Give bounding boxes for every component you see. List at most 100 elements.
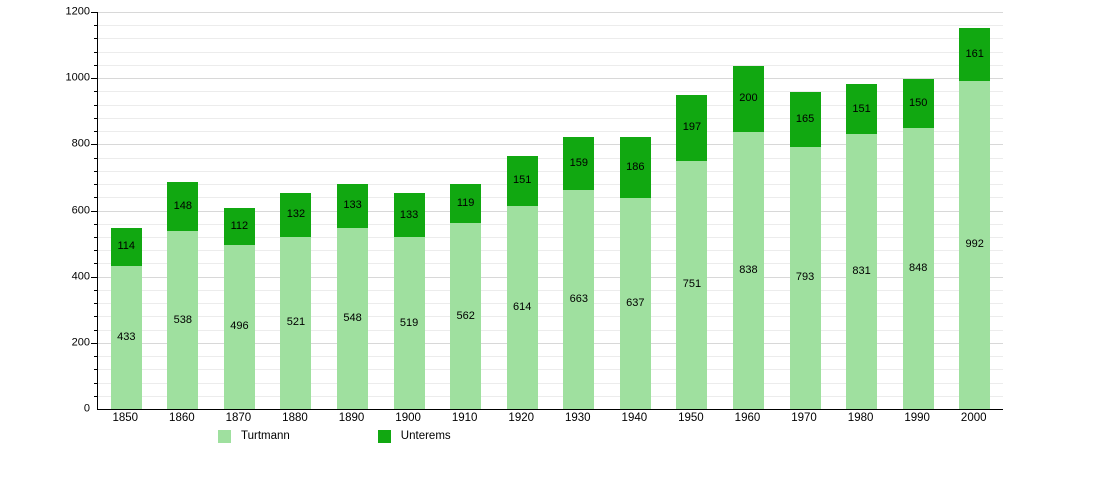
x-axis-label: 1880 [282,412,308,424]
y-axis-label: 400 [71,270,90,283]
value-label: 521 [286,316,306,329]
stacked-bar-2000: 161 992 [959,27,991,409]
value-label: 165 [795,112,815,125]
bar-slot: 186 637 [607,12,664,409]
legend-item-turtmann: Turtmann [218,430,290,443]
value-label: 637 [626,297,645,310]
value-label: 663 [569,292,588,305]
y-axis-tick [94,38,97,40]
value-label: 112 [230,219,249,232]
legend-label: Unterems [400,429,451,442]
y-axis-tick [94,51,97,53]
segment-unterems: 161 [959,27,991,81]
bar-slot: 150 848 [890,12,947,409]
segment-unterems: 151 [506,155,538,206]
segment-unterems: 132 [280,192,312,237]
value-label: 751 [682,278,702,291]
value-label: 151 [852,102,871,115]
x-axis-label: 1910 [451,412,478,424]
bar-slot: 112 496 [211,12,268,409]
stacked-bar-1990: 150 848 [902,78,934,409]
segment-unterems: 133 [337,183,369,228]
y-axis-tick [94,25,97,27]
value-label: 133 [343,199,362,212]
y-axis-label: 1000 [65,71,90,84]
y-axis-tick [94,157,97,159]
segment-turtmann: 992 [959,80,991,409]
bar-slot: 151 831 [833,12,890,409]
segment-unterems: 165 [789,92,821,147]
y-axis-tick [94,91,97,93]
value-label: 538 [173,313,193,326]
legend-label: Turtmann [241,429,290,442]
stacked-bar-1860: 148 538 [167,182,199,409]
value-label: 548 [343,311,362,324]
bar-slot: 132 521 [268,12,325,409]
y-axis-tick [94,104,97,106]
value-label: 793 [795,271,815,284]
plot-area: 114 433 148 538 112 496 132 521 133 548 133 519 119 5… [66,6,1003,414]
bar-slot: 159 663 [551,12,608,409]
value-label: 148 [173,200,193,213]
value-label: 433 [117,330,136,343]
value-label: 992 [965,238,984,251]
x-axis-label: 1920 [508,412,535,424]
segment-unterems: 150 [902,78,934,129]
value-label: 159 [569,156,588,169]
y-axis-label: 600 [71,204,90,216]
stacked-bar-1930: 159 663 [563,137,595,409]
stacked-bar-1920: 151 614 [506,155,538,409]
stacked-bar-1910: 119 562 [450,183,482,409]
value-label: 133 [399,208,419,221]
y-axis-tick [94,131,97,133]
bar-slot: 151 614 [494,12,551,409]
segment-turtmann: 663 [563,189,595,409]
segment-unterems: 112 [223,207,255,245]
y-axis-tick [91,342,97,344]
value-label: 161 [965,47,984,60]
value-label: 562 [456,309,475,322]
x-axis-label: 1990 [904,412,930,424]
segment-turtmann: 496 [223,244,255,409]
y-axis-tick [94,117,97,119]
value-label: 838 [739,263,758,276]
y-axis-tick [94,395,97,397]
y-axis-tick [94,184,97,186]
x-axis-label: 1870 [225,412,252,424]
bar-slot: 197 751 [664,12,721,409]
y-axis-tick [94,329,97,331]
x-axis-label: 1860 [169,412,195,424]
y-axis-tick [94,170,97,172]
x-axis-label: 1940 [621,412,648,424]
segment-turtmann: 614 [506,205,538,409]
legend-swatch-turtmann [218,430,231,443]
stacked-bar-1970: 165 793 [789,92,821,409]
segment-unterems: 133 [393,193,425,238]
x-axis-label: 1980 [847,412,874,424]
y-axis-label: 800 [71,137,90,150]
x-axis-label: 1890 [338,412,365,424]
value-label: 614 [513,300,532,313]
segment-turtmann: 751 [676,160,708,409]
value-label: 200 [739,92,758,105]
y-axis-tick [94,64,97,66]
value-label: 150 [908,97,928,110]
y-axis-label: 1200 [65,5,90,18]
bar-slot: 119 562 [437,12,494,409]
stacked-bar-1900: 133 519 [393,193,425,409]
segment-turtmann: 538 [167,231,199,409]
x-axis-label: 1950 [678,412,704,424]
y-axis-tick [94,369,97,371]
segment-turtmann: 831 [846,134,878,409]
stacked-bar-1940: 186 637 [619,136,651,409]
y-axis-tick [94,382,97,384]
x-axis-label: 2000 [960,412,987,424]
segment-turtmann: 848 [902,128,934,409]
value-label: 186 [626,161,645,173]
bars-layer: 114 433 148 538 112 496 132 521 133 548 133 519 119 5… [98,12,1003,409]
legend: Turtmann Unterems [218,430,451,443]
value-label: 519 [399,316,419,329]
segment-unterems: 151 [846,84,878,135]
value-label: 831 [852,265,871,278]
y-axis-tick [91,78,97,80]
